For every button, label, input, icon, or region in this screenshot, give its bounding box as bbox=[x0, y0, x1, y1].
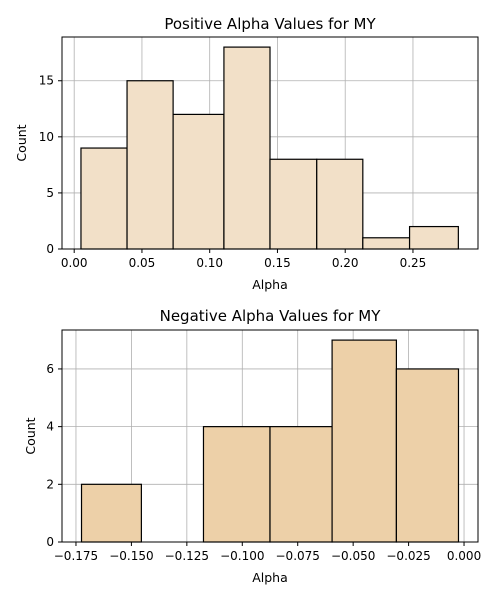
histogram-bar bbox=[408, 225, 459, 250]
chart-title: Negative Alpha Values for MY bbox=[160, 307, 382, 325]
x-tick-label: −0.025 bbox=[386, 549, 430, 563]
y-axis-label: Count bbox=[23, 417, 38, 454]
bars bbox=[80, 46, 459, 250]
y-tick-label: 10 bbox=[39, 130, 54, 144]
x-tick-label: −0.150 bbox=[109, 549, 153, 563]
histogram-bar bbox=[80, 483, 142, 543]
x-tick-label: 0.15 bbox=[264, 256, 291, 270]
histogram-bar bbox=[172, 113, 225, 250]
y-tick-label: 4 bbox=[46, 420, 54, 434]
x-axis-label: Alpha bbox=[252, 570, 288, 585]
histogram-bar bbox=[202, 426, 271, 543]
histogram-bar bbox=[223, 46, 271, 250]
histogram-bar bbox=[362, 237, 411, 250]
histogram-bar bbox=[126, 80, 174, 250]
histogram-bar bbox=[269, 158, 318, 250]
x-tick-label: −0.125 bbox=[165, 549, 209, 563]
x-tick-label: −0.175 bbox=[54, 549, 98, 563]
y-axis-ticks: 0 2 4 6 bbox=[46, 362, 62, 549]
x-tick-label: 0.05 bbox=[129, 256, 156, 270]
x-tick-label: 0.20 bbox=[332, 256, 359, 270]
x-tick-label: −0.075 bbox=[276, 549, 320, 563]
histogram-bar bbox=[80, 147, 128, 250]
x-tick-label: 0.10 bbox=[196, 256, 223, 270]
plot-frame bbox=[61, 36, 479, 250]
x-tick-label: −0.050 bbox=[331, 549, 375, 563]
plot-frame bbox=[61, 329, 479, 543]
y-axis-ticks: 0 5 10 15 bbox=[39, 74, 62, 256]
x-tick-label: 0.000 bbox=[447, 549, 481, 563]
y-tick-label: 2 bbox=[46, 477, 54, 491]
positive-alpha-histogram: Positive Alpha Values for MY Alpha Count… bbox=[14, 15, 479, 292]
y-tick-label: 0 bbox=[46, 242, 54, 256]
x-tick-label: −0.100 bbox=[220, 549, 264, 563]
y-tick-label: 0 bbox=[46, 535, 54, 549]
bars bbox=[80, 339, 460, 543]
y-tick-label: 6 bbox=[46, 362, 54, 376]
y-tick-label: 5 bbox=[46, 186, 54, 200]
x-tick-label: 0.00 bbox=[61, 256, 88, 270]
x-axis-ticks: −0.175 −0.150 −0.125 −0.100 −0.075 −0.050 −0.0… bbox=[54, 542, 481, 563]
histogram-bar bbox=[316, 158, 364, 250]
histogram-bar bbox=[331, 339, 397, 543]
negative-alpha-histogram: Negative Alpha Values for MY Alpha Count… bbox=[23, 307, 481, 585]
y-axis-label: Count bbox=[14, 124, 29, 161]
x-axis-ticks: 0.00 0.05 0.10 0.15 0.20 0.25 bbox=[61, 249, 426, 270]
histogram-bar bbox=[269, 426, 333, 543]
chart-title: Positive Alpha Values for MY bbox=[164, 15, 376, 33]
histogram-bar bbox=[395, 368, 460, 543]
y-tick-label: 15 bbox=[39, 74, 54, 88]
x-tick-label: 0.25 bbox=[400, 256, 427, 270]
x-axis-label: Alpha bbox=[252, 277, 288, 292]
